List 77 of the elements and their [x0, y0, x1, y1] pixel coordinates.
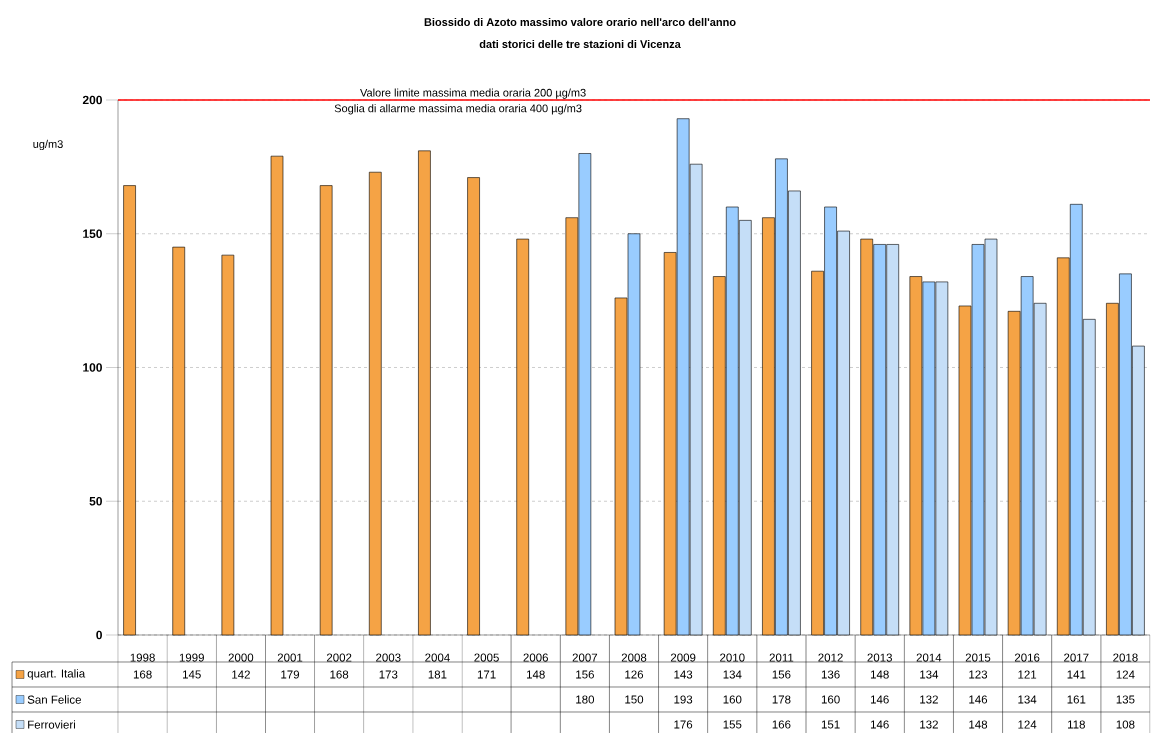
- y-axis-title: ug/m3: [33, 139, 63, 150]
- data-label: 124: [1116, 670, 1135, 679]
- legend-label: quart. Italia: [27, 669, 86, 680]
- y-tick-label: 150: [83, 229, 102, 238]
- data-label: 168: [133, 670, 152, 679]
- x-tick-label: 2016: [1014, 653, 1040, 662]
- data-label: 148: [526, 670, 545, 679]
- data-label: 134: [1018, 695, 1037, 704]
- data-label: 180: [576, 695, 595, 704]
- x-tick-label: 2010: [720, 653, 745, 662]
- data-label: 134: [723, 670, 742, 679]
- data-label: 143: [674, 670, 693, 679]
- x-tick-label: 2015: [965, 653, 991, 662]
- x-tick-label: 2007: [572, 653, 598, 662]
- data-label: 176: [674, 720, 693, 729]
- x-tick-label: 2013: [867, 653, 892, 662]
- y-tick-label: 200: [82, 95, 102, 105]
- data-label: 136: [821, 670, 840, 679]
- data-label: 171: [477, 670, 496, 679]
- x-tick-label: 2003: [376, 653, 401, 662]
- x-tick-label: 2005: [474, 653, 499, 662]
- data-label: 160: [821, 695, 840, 704]
- legend-label: Ferrovieri: [28, 720, 75, 729]
- y-tick-label: 50: [89, 496, 102, 506]
- x-tick-label: 2012: [818, 653, 843, 662]
- data-label: 124: [1018, 720, 1037, 729]
- data-label: 135: [1116, 695, 1135, 704]
- x-tick-label: 2009: [670, 653, 696, 662]
- x-tick-label: 2002: [326, 653, 352, 662]
- chart-subtitle: dati storici delle tre stazioni di Vicenza: [479, 39, 681, 48]
- chart-title: Biossido di Azoto massimo valore orario nell'arco dell'anno: [424, 17, 736, 26]
- data-label: 108: [1116, 720, 1135, 729]
- x-tick-label: 2006: [523, 653, 548, 662]
- data-label: 126: [625, 670, 644, 679]
- data-label: 146: [870, 695, 889, 704]
- x-tick-label: 2000: [228, 653, 254, 662]
- data-label: 118: [1068, 720, 1085, 729]
- x-tick-label: 2001: [277, 653, 303, 662]
- data-label: 156: [772, 670, 791, 679]
- data-label: 173: [379, 670, 398, 679]
- data-label: 132: [920, 695, 938, 704]
- annotation: Soglia di allarme massima media oraria 400 µg/m3: [334, 104, 582, 115]
- x-tick-label: 1999: [179, 653, 204, 662]
- data-label: 160: [723, 695, 742, 704]
- x-tick-label: 2004: [425, 653, 450, 662]
- data-label: 155: [723, 720, 742, 729]
- data-label: 148: [870, 670, 889, 679]
- data-label: 181: [428, 670, 447, 679]
- data-label: 151: [821, 720, 840, 729]
- y-tick-label: 0: [96, 630, 102, 640]
- data-label: 121: [1018, 670, 1037, 679]
- data-label: 156: [576, 670, 594, 679]
- data-label: 134: [920, 670, 939, 679]
- data-label: 168: [330, 670, 349, 679]
- legend-label: San Felice: [27, 695, 82, 704]
- data-label: 141: [1067, 670, 1086, 679]
- x-tick-label: 2011: [769, 653, 794, 662]
- data-label: 146: [870, 720, 889, 729]
- data-label: 148: [969, 720, 988, 729]
- x-tick-label: 1998: [130, 653, 155, 662]
- data-label: 178: [772, 695, 791, 704]
- data-label: 150: [625, 695, 644, 704]
- x-tick-label: 2008: [621, 653, 647, 662]
- data-label: 123: [969, 670, 988, 679]
- x-tick-label: 2014: [916, 653, 942, 662]
- y-tick-label: 100: [83, 363, 102, 372]
- data-label: 179: [281, 670, 300, 679]
- data-label: 132: [920, 720, 938, 729]
- data-label: 146: [969, 695, 988, 704]
- data-label: 193: [674, 695, 693, 704]
- data-label: 145: [182, 670, 201, 679]
- x-tick-label: 2018: [1113, 653, 1138, 662]
- data-label: 161: [1067, 695, 1086, 704]
- x-tick-label: 2017: [1064, 653, 1089, 662]
- data-label: 166: [772, 720, 791, 729]
- ref-line-label: Valore limite massima media oraria 200 µg/m3: [360, 88, 586, 99]
- data-label: 142: [232, 670, 250, 679]
